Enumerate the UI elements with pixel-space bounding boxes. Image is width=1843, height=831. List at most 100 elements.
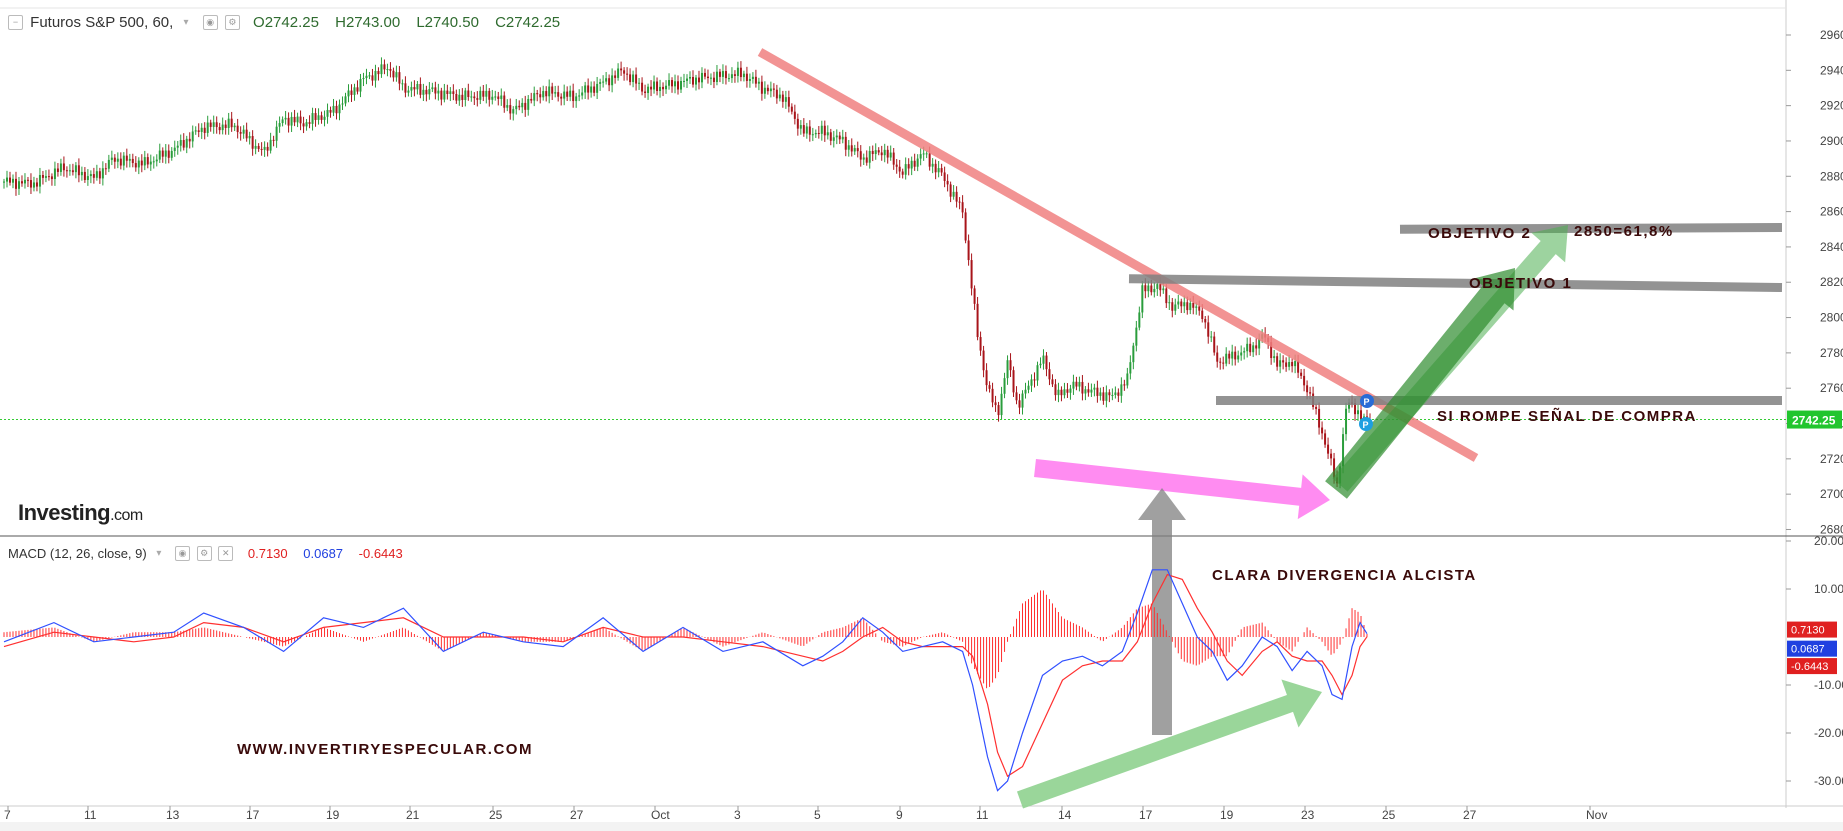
- candle-body: [167, 150, 170, 158]
- chevron-down-icon[interactable]: ▾: [156, 548, 162, 560]
- candle-body: [572, 90, 575, 102]
- candle-body: [233, 125, 236, 128]
- candle-body: [59, 163, 62, 172]
- candle-body: [1015, 392, 1018, 401]
- marker-p-icon[interactable]: [1359, 417, 1373, 431]
- candle-body: [47, 176, 50, 178]
- candle-body: [1309, 392, 1312, 394]
- y-tick-label: 2960.00: [1820, 28, 1843, 42]
- candle-body: [976, 303, 979, 338]
- candle-body: [850, 145, 853, 152]
- eye-icon[interactable]: ◉: [175, 546, 190, 562]
- candle-body: [299, 116, 302, 124]
- macd-line[interactable]: [3, 569, 1368, 792]
- candle-body: [98, 171, 101, 179]
- candle-body: [691, 76, 694, 85]
- candle-body: [1129, 362, 1132, 374]
- y-tick-label: 2920.00: [1820, 99, 1843, 113]
- candle-body: [1249, 343, 1252, 353]
- x-tick-label: 11: [84, 808, 97, 822]
- candle-body: [125, 155, 128, 161]
- candle-body: [745, 73, 748, 81]
- candle-body: [431, 87, 434, 90]
- candle-body: [554, 92, 557, 94]
- candle-body: [754, 76, 757, 84]
- candle-body: [1138, 312, 1141, 328]
- macd-y-tick-label: -20.0000: [1814, 726, 1843, 740]
- x-tick-label: 7: [4, 808, 11, 822]
- collapse-icon[interactable]: −: [8, 14, 23, 30]
- eye-icon[interactable]: ◉: [202, 14, 218, 30]
- candle-body: [952, 191, 955, 197]
- candle-body: [206, 122, 209, 133]
- candle-body: [599, 82, 602, 84]
- candle-body: [991, 388, 994, 403]
- x-tick-label: 19: [326, 808, 340, 822]
- candle-body: [1111, 395, 1114, 397]
- candle-body: [1273, 356, 1276, 359]
- candle-body: [5, 177, 8, 182]
- marker-p-icon[interactable]: [1360, 394, 1374, 408]
- candle-body: [1156, 284, 1159, 289]
- candle-body: [1192, 302, 1195, 308]
- candle-body: [697, 77, 700, 83]
- chevron-down-icon[interactable]: ▾: [183, 16, 189, 28]
- candle-body: [1342, 434, 1345, 467]
- gray-divergence-arrow[interactable]: [1138, 488, 1186, 735]
- candle-body: [718, 71, 721, 77]
- candle-body: [464, 90, 467, 101]
- x-tick-label: 27: [1463, 808, 1477, 822]
- settings-icon[interactable]: ⚙: [224, 14, 240, 30]
- candle-body: [907, 164, 910, 169]
- candle-body: [1120, 384, 1123, 396]
- objetivo-1-line[interactable]: [1128, 274, 1783, 293]
- candle-body: [470, 96, 473, 98]
- candle-body: [1303, 375, 1306, 386]
- candle-body: [811, 134, 814, 136]
- candle-body: [671, 80, 674, 87]
- candle-body: [32, 182, 35, 188]
- candle-body: [566, 91, 569, 97]
- candle-body: [614, 75, 617, 78]
- green-arrow-short[interactable]: [1325, 268, 1515, 499]
- candle-body: [95, 171, 98, 178]
- y-tick-label: 2940.00: [1820, 63, 1843, 77]
- magenta-divergence-arrow[interactable]: [1034, 459, 1330, 520]
- x-tick-label: 9: [896, 808, 903, 822]
- objetivo-2-line[interactable]: [1399, 222, 1783, 234]
- candle-body: [62, 163, 65, 171]
- candle-body: [350, 90, 353, 95]
- macd-divergence-arrow[interactable]: [1016, 679, 1322, 809]
- candle-body: [1333, 458, 1336, 478]
- candle-body: [868, 150, 871, 163]
- candle-body: [727, 78, 730, 80]
- candle-body: [593, 86, 596, 93]
- candle-body: [395, 72, 398, 78]
- candle-body: [1039, 363, 1042, 366]
- candle-body: [1294, 361, 1297, 367]
- candle-body: [647, 86, 650, 94]
- candle-body: [1096, 387, 1099, 396]
- y-tick-label: 2840.00: [1820, 240, 1843, 254]
- candle-body: [110, 157, 113, 160]
- candle-body: [904, 164, 907, 175]
- candle-body: [1003, 378, 1006, 394]
- candle-body: [1330, 453, 1333, 459]
- candle-body: [569, 90, 572, 97]
- candle-body: [793, 111, 796, 119]
- candle-body: [1063, 389, 1066, 396]
- candle-body: [359, 78, 362, 92]
- settings-icon[interactable]: ⚙: [196, 546, 212, 562]
- candle-body: [134, 163, 137, 168]
- candle-body: [892, 152, 895, 165]
- bearish-trendline[interactable]: [757, 48, 1479, 462]
- candle-body: [1321, 427, 1324, 434]
- bottom-toolbar[interactable]: [0, 822, 1843, 831]
- candle-body: [404, 83, 407, 93]
- candle-body: [751, 76, 754, 79]
- candle-body: [1087, 389, 1090, 393]
- close-icon[interactable]: ✕: [218, 546, 234, 562]
- candle-body: [188, 138, 191, 142]
- candle-body: [563, 91, 566, 99]
